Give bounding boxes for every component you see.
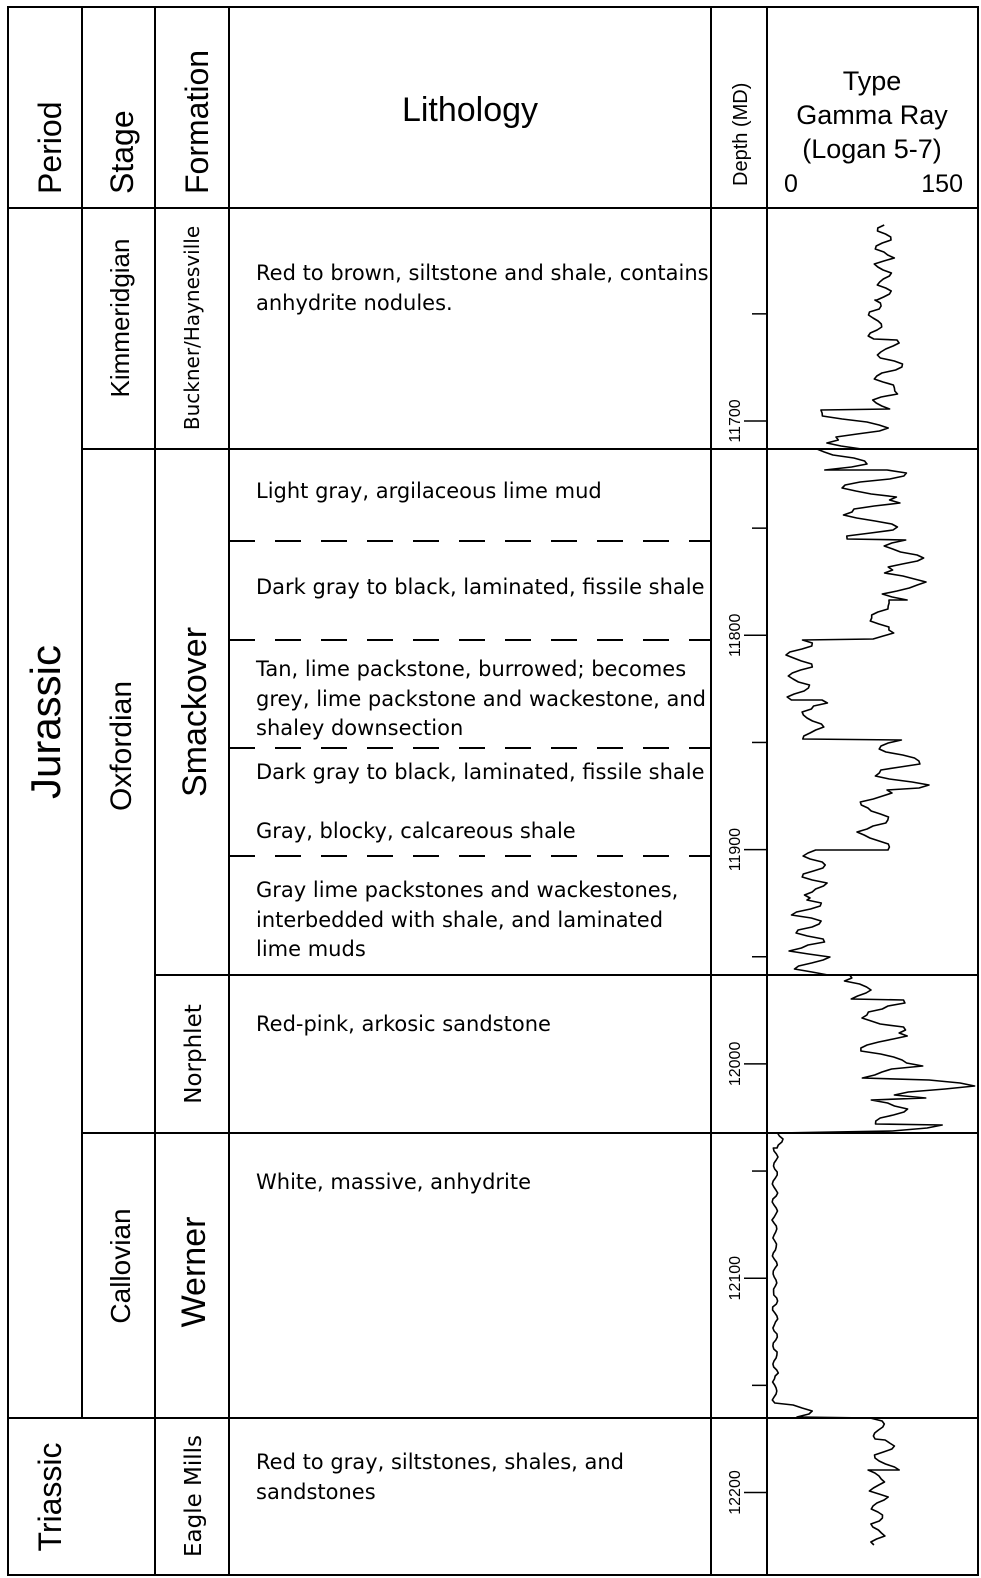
outer-frame	[7, 6, 979, 1576]
formation-smackover: Smackover	[176, 627, 214, 797]
stage-callovian: Callovian	[105, 1208, 136, 1323]
header-gamma-max: 150	[921, 170, 963, 198]
depth-label: 11800	[727, 614, 744, 657]
lithology-smackover-d: Dark gray to black, laminated, fissile s…	[256, 760, 705, 784]
header-formation: Formation	[179, 50, 215, 194]
lithology-buckner-line-2: anhydrite nodules.	[256, 291, 453, 315]
depth-label: 11900	[727, 828, 744, 871]
lithology-smackover-c-line-1: Tan, lime packstone, burrowed; becomes	[255, 657, 686, 681]
header-lithology: Lithology	[402, 91, 538, 129]
depth-axis: 11700 11800 11900 12000 12100 12200	[727, 313, 767, 1515]
lithology-buckner-line-1: Red to brown, siltstone and shale, conta…	[256, 261, 709, 285]
depth-label: 12200	[727, 1470, 744, 1515]
formation-eagle-mills: Eagle Mills	[181, 1435, 207, 1557]
formation-werner: Werner	[175, 1217, 213, 1328]
lithology-werner: White, massive, anhydrite	[256, 1170, 531, 1194]
header-stage: Stage	[104, 110, 140, 194]
stage-kimmeridgian: Kimmeridgian	[105, 239, 135, 398]
header-gamma-title-2: Gamma Ray	[796, 100, 948, 130]
header-depth: Depth (MD)	[730, 83, 752, 186]
lithology-smackover-f-line-1: Gray lime packstones and wackestones,	[256, 878, 678, 902]
lithology-smackover-f-line-2: interbedded with shale, and laminated	[256, 908, 663, 932]
depth-label: 12000	[727, 1042, 744, 1087]
lithology-smackover-e: Gray, blocky, calcareous shale	[256, 819, 576, 843]
lithology-smackover-f-line-3: lime muds	[256, 937, 366, 961]
period-jurassic: Jurassic	[22, 645, 69, 799]
header-period: Period	[32, 102, 68, 195]
formation-norphlet: Norphlet	[181, 1004, 207, 1103]
lithology-norphlet: Red-pink, arkosic sandstone	[256, 1012, 551, 1036]
formation-buckner-haynesville: Buckner/Haynesville	[180, 226, 204, 430]
header-gamma-min: 0	[784, 170, 798, 198]
lithology-smackover-a: Light gray, argilaceous lime mud	[256, 479, 602, 503]
gamma-ray-curve	[771, 224, 976, 1546]
lithology-eagle-mills-line-2: sandstones	[256, 1480, 376, 1504]
depth-label: 12100	[727, 1256, 744, 1301]
header-gamma-title-3: (Logan 5-7)	[802, 134, 942, 164]
lithology-smackover-b: Dark gray to black, laminated, fissile s…	[256, 575, 705, 599]
lithology-eagle-mills-line-1: Red to gray, siltstones, shales, and	[256, 1450, 624, 1474]
depth-label: 11700	[727, 399, 744, 442]
header-gamma-title-1: Type	[843, 66, 902, 96]
lithology-smackover-c-line-2: grey, lime packstone and wackestone, and	[256, 687, 706, 711]
stage-oxfordian: Oxfordian	[105, 681, 138, 811]
lithology-smackover-c-line-3: shaley downsection	[256, 716, 463, 740]
period-triassic: Triassic	[32, 1442, 68, 1551]
